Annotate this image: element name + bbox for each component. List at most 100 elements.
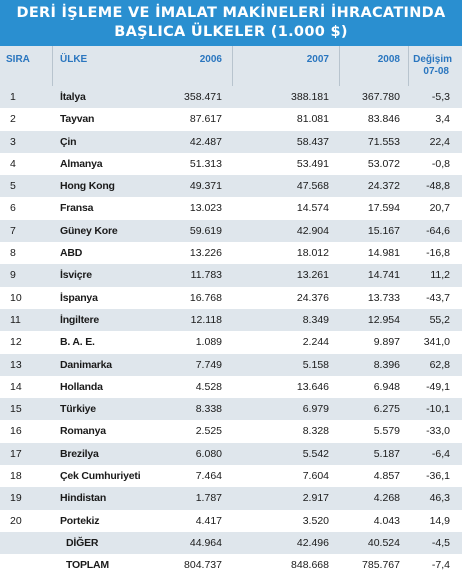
cell-country: İtalya — [60, 91, 86, 103]
table-row: 3 Çin 42.487 58.437 71.553 22,4 — [0, 130, 462, 153]
cell-rank: 12 — [10, 336, 22, 349]
header-sira: SIRA — [6, 54, 30, 65]
cell-2007: 81.081 — [296, 113, 329, 126]
cell-2006: 11.783 — [190, 269, 222, 282]
cell-rank: 10 — [10, 291, 22, 304]
cell-2007: 42.496 — [296, 536, 329, 549]
cell-change: 20,7 — [429, 202, 450, 215]
cell-change: 3,4 — [435, 113, 450, 126]
cell-country: İsviçre — [60, 269, 92, 282]
cell-rank: 3 — [10, 135, 16, 148]
cell-2006: 1.089 — [195, 336, 222, 349]
table-row: 2 Tayvan 87.617 81.081 83.846 3,4 — [0, 108, 462, 131]
cell-change: -36,1 — [426, 470, 450, 483]
cell-country: Brezilya — [60, 447, 99, 460]
cell-change: 55,2 — [429, 313, 450, 326]
cell-country: İspanya — [60, 291, 98, 304]
table-body: 1 İtalya 358.471 388.181 367.780 -5,3 2 Tayvan 8… — [0, 86, 462, 577]
cell-change: -6,4 — [431, 447, 450, 460]
cell-rank: 5 — [10, 180, 16, 193]
cell-country: TOPLAM — [66, 559, 109, 572]
header-degisim: Değişim — [413, 54, 452, 65]
cell-change: 46,3 — [429, 492, 450, 505]
cell-country: Fransa — [60, 202, 94, 215]
cell-2008: 5.187 — [373, 447, 400, 460]
cell-2008: 4.857 — [373, 470, 400, 483]
header-2006: 2006 — [199, 54, 222, 65]
title-line-2: BAŞLICA ÜLKELER (1.000 $) — [114, 24, 348, 40]
cell-rank: 7 — [10, 224, 16, 237]
cell-change: -43,7 — [426, 291, 450, 304]
cell-change: 341,0 — [423, 336, 450, 349]
table-row: 18 Çek Cumhuriyeti 7.464 7.604 4.857 -36,1 — [0, 465, 462, 488]
cell-2008: 4.268 — [373, 492, 400, 505]
cell-2006: 49.371 — [189, 180, 222, 193]
title-line-1: DERİ İŞLEME VE İMALAT MAKİNELERİ İHRACAT… — [16, 5, 446, 21]
table-row: 19 Hindistan 1.787 2.917 4.268 46,3 — [0, 487, 462, 510]
cell-2006: 1.787 — [195, 492, 222, 505]
cell-2008: 4.043 — [373, 514, 400, 527]
cell-country: İngiltere — [60, 313, 100, 326]
cell-2006: 358.471 — [184, 91, 222, 103]
cell-2008: 367.780 — [362, 91, 400, 103]
cell-2007: 388.181 — [291, 91, 329, 103]
cell-2008: 13.733 — [367, 291, 400, 304]
cell-2006: 2.525 — [195, 425, 222, 438]
cell-change: -7,4 — [431, 559, 450, 572]
cell-2008: 71.553 — [367, 135, 400, 148]
cell-2008: 5.579 — [373, 425, 400, 438]
cell-rank: 6 — [10, 202, 16, 215]
cell-country: Almanya — [60, 157, 103, 170]
cell-change: -0,8 — [431, 157, 450, 170]
cell-2006: 13.023 — [189, 202, 222, 215]
cell-country: Portekiz — [60, 514, 100, 527]
table-row: 17 Brezilya 6.080 5.542 5.187 -6,4 — [0, 442, 462, 466]
table-row: 1 İtalya 358.471 388.181 367.780 -5,3 — [0, 86, 462, 109]
cell-rank: 14 — [10, 380, 22, 393]
table-row: TOPLAM 804.737 848.668 785.767 -7,4 — [0, 554, 462, 577]
cell-2007: 5.158 — [302, 358, 329, 371]
cell-2008: 15.167 — [367, 224, 400, 237]
cell-change: -49,1 — [426, 380, 450, 393]
cell-country: Çek Cumhuriyeti — [60, 470, 141, 483]
table-row: 11 İngiltere 12.118 8.349 12.954 55,2 — [0, 308, 462, 332]
cell-country: Hong Kong — [60, 180, 115, 193]
cell-rank: 20 — [10, 514, 22, 527]
cell-change: -16,8 — [426, 247, 450, 260]
header-degisim-period: 07-08 — [423, 66, 449, 77]
cell-2007: 7.604 — [302, 470, 329, 483]
cell-rank: 11 — [10, 313, 21, 326]
cell-country: ABD — [60, 247, 83, 260]
table-row: 5 Hong Kong 49.371 47.568 24.372 -48,8 — [0, 175, 462, 198]
cell-2006: 44.964 — [189, 536, 222, 549]
cell-2007: 18.012 — [296, 247, 329, 260]
table-row: 10 İspanya 16.768 24.376 13.733 -43,7 — [0, 286, 462, 309]
cell-2008: 12.954 — [367, 313, 400, 326]
cell-2006: 4.417 — [195, 514, 222, 527]
cell-change: -64,6 — [426, 224, 450, 237]
cell-2007: 53.491 — [296, 157, 329, 170]
cell-2008: 785.767 — [362, 559, 400, 572]
cell-change: 22,4 — [429, 135, 450, 148]
cell-2008: 83.846 — [367, 113, 400, 126]
cell-2007: 13.646 — [296, 380, 329, 393]
cell-2008: 53.072 — [367, 157, 400, 170]
cell-2008: 14.981 — [367, 247, 400, 260]
cell-country: B. A. E. — [60, 336, 95, 349]
cell-country: Hollanda — [60, 380, 103, 393]
cell-rank: 17 — [10, 447, 22, 460]
cell-rank: 13 — [10, 358, 22, 371]
cell-change: -5,3 — [431, 91, 450, 103]
cell-2007: 8.328 — [302, 425, 329, 438]
cell-country: Türkiye — [60, 403, 96, 416]
cell-2006: 804.737 — [184, 559, 222, 572]
cell-change: -33,0 — [426, 425, 450, 438]
cell-2006: 6.080 — [195, 447, 222, 460]
cell-2007: 848.668 — [291, 559, 329, 572]
cell-change: 14,9 — [429, 514, 450, 527]
table-row: 7 Güney Kore 59.619 42.904 15.167 -64,6 — [0, 219, 462, 243]
cell-rank: 19 — [10, 492, 22, 505]
cell-2008: 17.594 — [367, 202, 400, 215]
cell-2006: 51.313 — [189, 157, 222, 170]
cell-2006: 7.464 — [195, 470, 222, 483]
